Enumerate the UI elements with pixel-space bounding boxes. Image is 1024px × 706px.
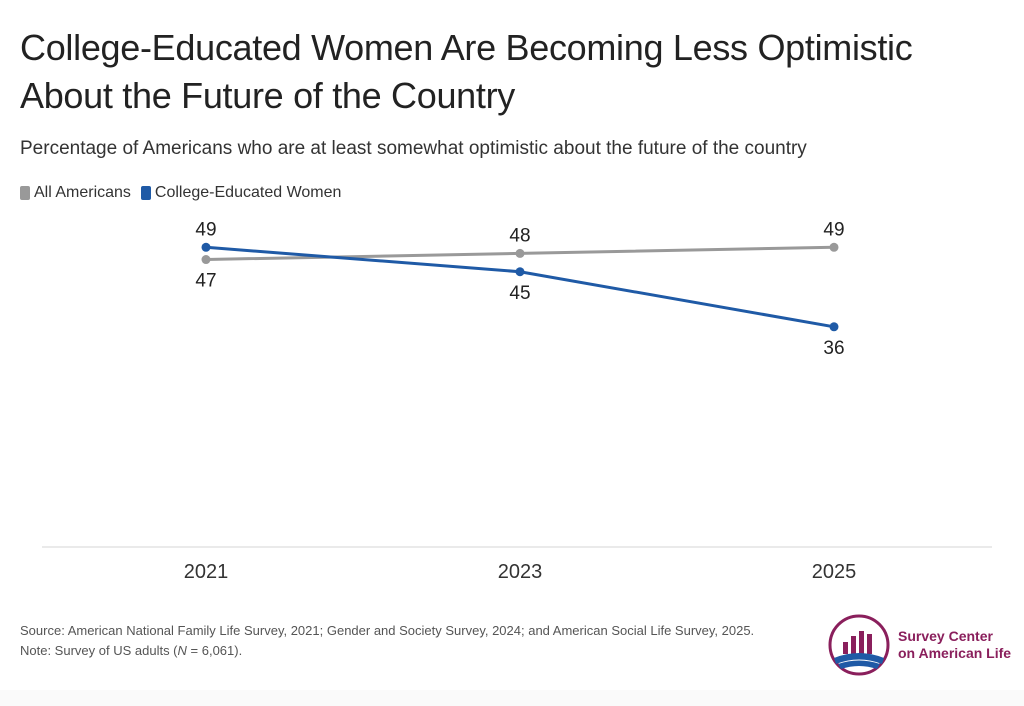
data-label-college-educated-women-2025: 36: [823, 338, 844, 359]
x-tick-label-2025: 2025: [812, 561, 857, 583]
data-label-all-americans-2021: 47: [195, 271, 216, 292]
legend-swatch-college-educated-women: [140, 186, 151, 200]
x-tick-label-2021: 2021: [184, 561, 229, 583]
sample-note-prefix: Note: Survey of US adults (: [20, 643, 178, 658]
logo-line-1: Survey Center: [898, 628, 993, 644]
sample-note-suffix: = 6,061).: [186, 643, 243, 658]
legend-item-college-educated-women: College-Educated Women: [140, 184, 342, 202]
legend-label-all-americans: All Americans: [34, 184, 131, 201]
logo-emblem-icon: [828, 614, 890, 676]
data-point-college-educated-women-2021: [201, 242, 211, 252]
x-tick-label-2023: 2023: [498, 561, 543, 583]
data-label-college-educated-women-2021: 49: [195, 219, 216, 240]
data-point-all-americans-2021: [201, 255, 211, 265]
legend-item-all-americans: All Americans: [20, 184, 131, 202]
data-point-all-americans-2023: [515, 248, 525, 258]
legend: All Americans College-Educated Women: [20, 184, 351, 202]
bottom-band: [0, 690, 1024, 706]
data-label-all-americans-2023: 48: [509, 225, 530, 246]
footer: Source: American National Family Life Su…: [20, 621, 810, 661]
sample-note-n: N: [177, 643, 187, 658]
data-point-college-educated-women-2025: [829, 322, 839, 332]
data-point-all-americans-2025: [829, 242, 839, 252]
chart-title: College-Educated Women Are Becoming Less…: [20, 27, 913, 116]
legend-label-college-educated-women: College-Educated Women: [154, 184, 342, 201]
chart-subtitle: Percentage of Americans who are at least…: [20, 138, 807, 159]
data-label-all-americans-2025: 49: [823, 219, 844, 240]
legend-swatch-all-americans: [20, 186, 30, 200]
survey-center-logo: Survey Center on American Life: [828, 614, 1018, 676]
source-note: Source: American National Family Life Su…: [20, 623, 755, 638]
logo-line-2: on American Life: [898, 645, 1012, 661]
logo-text: Survey Center on American Life: [898, 628, 1011, 662]
line-chart: 2021 2023 2025 47 48 49 49 45 36: [42, 219, 992, 583]
data-point-college-educated-women-2023: [515, 267, 525, 277]
data-label-college-educated-women-2023: 45: [509, 283, 530, 304]
sample-note: Note: Survey of US adults (N = 6,061).: [20, 641, 810, 661]
